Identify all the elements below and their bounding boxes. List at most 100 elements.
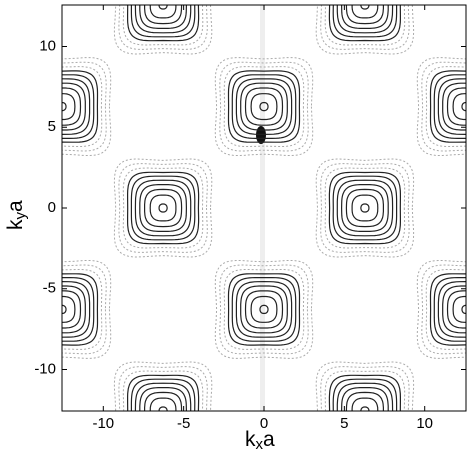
contour-line	[336, 382, 394, 411]
contour-line	[227, 273, 301, 346]
y-label-part: k	[4, 219, 27, 230]
x-tick-label: 5	[340, 415, 348, 432]
contour-line	[250, 295, 278, 323]
contour-line	[62, 269, 103, 350]
contour-line	[250, 93, 278, 121]
contour-line	[127, 171, 200, 245]
contour-line	[130, 378, 196, 411]
y-tick-label: 0	[48, 199, 56, 216]
x-label-part: a	[263, 428, 275, 451]
contour-line	[259, 304, 269, 315]
contour-line	[425, 269, 466, 350]
contour-line	[240, 82, 288, 131]
contour-line	[315, 5, 415, 55]
contour-line	[351, 397, 379, 411]
contour-line	[118, 5, 208, 50]
contour-line	[158, 406, 168, 411]
y-label-sub: y	[12, 212, 29, 220]
contour-line	[62, 61, 107, 152]
contour-line	[62, 57, 112, 156]
contour-line	[62, 304, 67, 315]
contour-line	[452, 295, 466, 323]
contour-line	[144, 188, 183, 228]
contour-line	[235, 78, 293, 136]
contour-line	[240, 285, 288, 334]
contour-line	[134, 5, 192, 34]
contour-line	[446, 87, 466, 126]
contour-line	[223, 66, 305, 147]
contour-line	[360, 203, 370, 213]
y-tick-label: -10	[34, 360, 56, 377]
x-label-part: k	[245, 428, 256, 451]
contour-line	[421, 61, 466, 152]
contour-line	[139, 387, 188, 411]
x-axis-label: kxa	[245, 428, 275, 453]
contour-line	[360, 5, 370, 10]
contour-line	[149, 397, 177, 411]
contour-line	[62, 260, 112, 359]
contour-line	[332, 378, 398, 411]
streak	[260, 5, 265, 411]
contour-line	[315, 158, 415, 258]
contour-line	[315, 361, 415, 411]
contour-line	[429, 273, 466, 346]
contour-line	[223, 269, 305, 350]
contour-line	[442, 82, 466, 131]
contour-line	[62, 280, 91, 338]
contour-line	[324, 167, 406, 249]
contour-line	[62, 277, 95, 342]
contour-line	[332, 5, 398, 38]
contour-line	[340, 5, 389, 29]
contour-line	[62, 74, 95, 139]
contour-line	[231, 277, 297, 342]
contour-line	[113, 5, 213, 55]
contour-line	[113, 158, 213, 258]
contour-line	[127, 374, 200, 411]
contour-line	[149, 5, 177, 19]
contour-line	[144, 391, 183, 411]
contour-line	[433, 277, 466, 342]
contour-line	[62, 264, 107, 355]
contour-line	[416, 260, 466, 359]
contour-line	[62, 290, 82, 329]
contour-line	[139, 184, 188, 232]
contour-layer	[62, 5, 466, 411]
contour-line	[127, 5, 200, 42]
contour-line	[62, 285, 86, 334]
contour-line	[130, 5, 196, 38]
contour-line	[345, 391, 384, 411]
contour-line	[219, 61, 309, 152]
contour-line	[62, 78, 91, 136]
y-axis-label: kya	[4, 200, 29, 230]
contour-line	[122, 370, 204, 411]
contour-line	[324, 370, 406, 411]
contour-line	[442, 285, 466, 334]
contour-line	[227, 70, 301, 143]
y-tick-label: -5	[43, 280, 56, 297]
contour-line	[62, 93, 76, 121]
contour-line	[345, 5, 384, 25]
contour-line	[336, 5, 394, 34]
contour-line	[231, 74, 297, 139]
contour-line	[320, 5, 410, 50]
y-tick-label: 10	[39, 37, 56, 54]
contour-line	[235, 280, 293, 338]
contour-line	[144, 5, 183, 25]
contour-line	[62, 273, 99, 346]
contour-line	[332, 175, 398, 241]
contour-line	[320, 163, 410, 253]
contour-line	[214, 57, 314, 156]
contour-line	[340, 184, 389, 232]
contour-line	[134, 382, 192, 411]
contour-line	[118, 163, 208, 253]
blob	[256, 126, 266, 144]
contour-line	[437, 280, 466, 338]
x-tick-label: -5	[177, 415, 190, 432]
contour-line	[437, 78, 466, 136]
contour-line	[62, 101, 67, 112]
contour-line	[62, 70, 99, 143]
contour-line	[62, 87, 82, 126]
x-label-sub: x	[256, 436, 264, 453]
